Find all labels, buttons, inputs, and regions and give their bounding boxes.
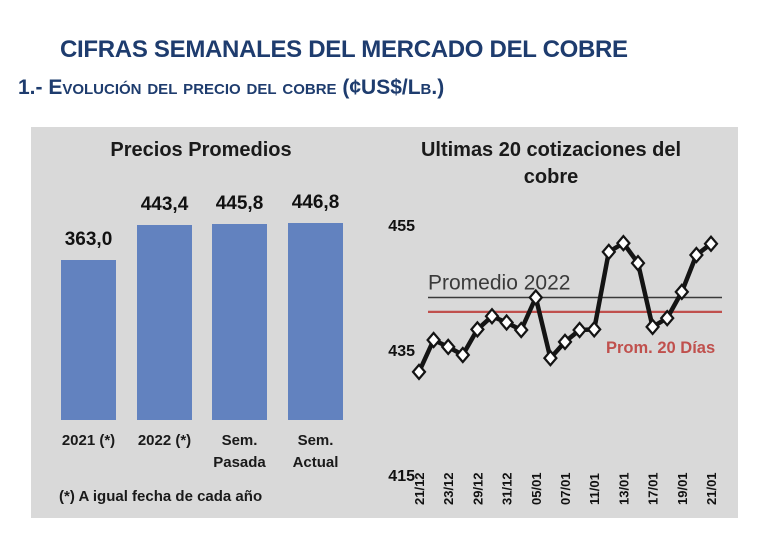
bar-group: 443,4 xyxy=(137,127,192,420)
data-point-marker xyxy=(630,254,646,272)
data-point-marker xyxy=(601,243,617,261)
bar-category-label: Sem. Pasada xyxy=(213,432,266,471)
data-point-marker xyxy=(455,346,471,364)
data-point-marker xyxy=(645,318,661,336)
data-point-marker xyxy=(703,235,719,253)
x-axis-date-label: 21/12 xyxy=(412,472,427,505)
data-point-marker xyxy=(411,363,427,381)
x-axis-date-label: 17/01 xyxy=(646,472,661,505)
x-axis-date-label: 11/01 xyxy=(587,473,602,505)
y-axis-tick-label: 435 xyxy=(388,343,415,360)
page-title: CIFRAS SEMANALES DEL MERCADO DEL COBRE xyxy=(60,36,628,63)
bar-value-label: 443,4 xyxy=(140,194,189,215)
bar-chart-footnote: (*) A igual fecha de cada año xyxy=(59,488,263,505)
page-subtitle: 1.- Evolución del precio del cobre (¢US$… xyxy=(18,76,445,99)
x-axis-date-label: 05/01 xyxy=(529,472,544,505)
data-point-marker xyxy=(615,234,631,252)
bar-group: 363,0 xyxy=(61,127,116,420)
bar-chart-title: Precios Promedios xyxy=(110,139,292,161)
data-point-marker xyxy=(674,283,690,301)
bar xyxy=(61,260,116,420)
y-axis-tick-label: 455 xyxy=(388,218,415,235)
bar-value-label: 363,0 xyxy=(64,229,113,250)
line-chart-title: Ultimas 20 cotizaciones del cobre xyxy=(420,139,682,188)
x-axis-date-label: 21/01 xyxy=(704,472,719,505)
x-axis-date-label: 19/01 xyxy=(675,472,690,505)
x-axis-date-label: 29/12 xyxy=(470,472,485,505)
bar xyxy=(288,223,343,420)
x-axis-date-label: 23/12 xyxy=(441,472,456,505)
data-point-marker xyxy=(528,288,544,307)
data-point-marker xyxy=(659,309,675,327)
bar-category-label: 2021 (*) xyxy=(61,432,116,449)
data-point-marker xyxy=(484,307,500,325)
avg-2022-label: Promedio 2022 xyxy=(428,272,570,295)
line-chart: 455 435 415 Promedio 2022 Prom. 20 Días 21/12… xyxy=(388,218,722,505)
charts-panel: Precios Promedios 2021 (*) 363,0 2022 (*) 4… xyxy=(31,127,738,518)
x-axis-date-label: 13/01 xyxy=(616,472,631,505)
avg-20-days-label: Prom. 20 Días xyxy=(606,339,715,357)
data-point-marker xyxy=(469,320,485,339)
x-axis-date-label: 31/12 xyxy=(500,472,515,505)
bar xyxy=(137,225,192,420)
x-axis-date-label: 07/01 xyxy=(558,472,573,505)
bar-category-label: Sem. Actual xyxy=(292,432,339,471)
bar xyxy=(212,224,267,420)
bar-category-label: 2022 (*) xyxy=(137,432,192,449)
data-point-marker xyxy=(572,321,588,339)
data-point-marker xyxy=(440,338,456,356)
data-point-marker xyxy=(426,331,442,349)
data-point-marker xyxy=(499,313,515,332)
data-point-marker xyxy=(586,320,602,339)
data-point-marker xyxy=(557,333,573,351)
bar-group: 446,8 xyxy=(288,127,343,420)
data-point-marker xyxy=(688,246,704,264)
data-point-marker xyxy=(542,349,558,367)
bar-group: 445,8 xyxy=(212,127,267,420)
y-axis-tick-label: 415 xyxy=(388,468,415,485)
bar-value-label: 445,8 xyxy=(215,193,264,214)
bar-value-label: 446,8 xyxy=(291,192,340,213)
data-point-marker xyxy=(513,321,529,339)
